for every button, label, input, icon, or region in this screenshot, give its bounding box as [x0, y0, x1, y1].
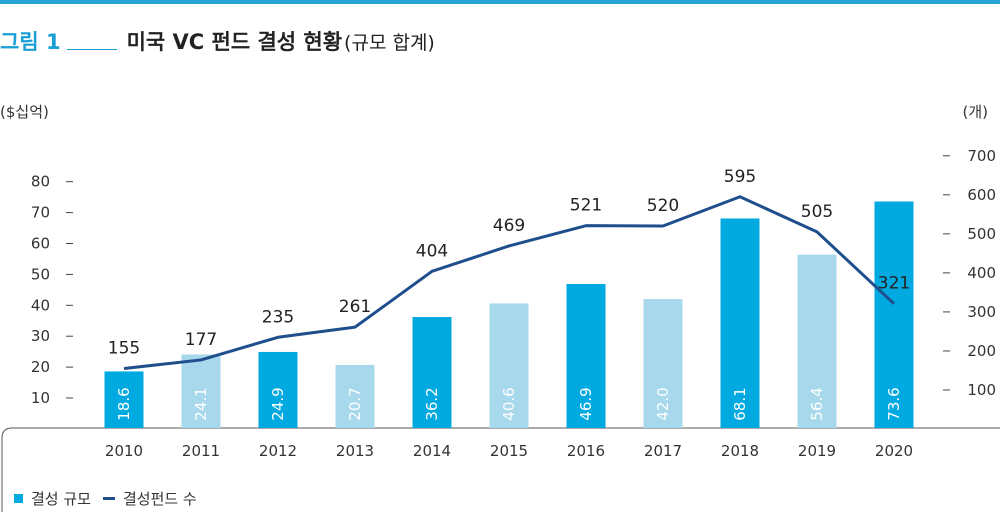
legend-line-label: 결성펀드 수: [122, 489, 197, 508]
figure-underline: [66, 48, 117, 50]
left-tick-label: 20: [31, 358, 50, 376]
left-tick-label: 40: [31, 296, 50, 314]
bar-2014: [412, 317, 452, 428]
right-tick-label: 500: [967, 225, 996, 243]
line-value-label: 235: [262, 307, 294, 327]
bar-value-label: 36.2: [423, 387, 441, 420]
x-tick-label: 2013: [336, 442, 374, 460]
x-tick-label: 2020: [875, 442, 913, 460]
bar-value-label: 56.4: [808, 387, 826, 420]
legend: 결성 규모 결성펀드 수: [14, 487, 197, 509]
right-axis-unit: (개): [962, 103, 988, 121]
bar-value-label: 68.1: [731, 387, 749, 420]
line-value-label: 155: [108, 339, 140, 359]
left-tick-label: 50: [31, 265, 50, 283]
bar-2019: [797, 254, 837, 428]
left-tick-label: 70: [31, 204, 50, 222]
bar-2015: [489, 303, 529, 428]
line-value-label: 520: [647, 196, 679, 216]
left-tick-label: 80: [31, 173, 50, 191]
left-tick-label: 10: [31, 389, 50, 407]
top-rule: [0, 0, 1000, 4]
bar-value-label: 20.7: [346, 387, 364, 420]
bar-value-label: 24.9: [269, 387, 287, 420]
figure-header: 그림 1 미국 VC 펀드 결성 현황 (규모 합계): [0, 26, 435, 56]
chart-title: 미국 VC 펀드 결성 현황: [126, 30, 343, 54]
line-value-label: 177: [185, 330, 217, 350]
bar-2013: [335, 364, 375, 428]
chart-baseline: [1, 427, 1000, 512]
line-value-label: 404: [416, 241, 448, 261]
legend-bar-swatch: [14, 493, 23, 503]
legend-bar-label: 결성 규모: [31, 489, 91, 508]
bar-value-label: 46.9: [577, 387, 595, 420]
bar-2020: [874, 201, 914, 428]
line-value-label: 469: [493, 216, 525, 236]
right-tick-label: 300: [967, 303, 996, 321]
bar-value-label: 42.0: [654, 387, 672, 420]
left-tick-label: 30: [31, 327, 50, 345]
right-tick-label: 400: [967, 264, 996, 282]
bar-value-label: 73.6: [885, 387, 903, 420]
line-value-label: 595: [724, 167, 756, 187]
bar-2011: [181, 354, 221, 428]
x-tick-label: 2014: [413, 442, 451, 460]
x-tick-label: 2016: [567, 442, 605, 460]
bar-2010: [104, 371, 144, 428]
x-tick-label: 2010: [105, 442, 143, 460]
right-tick-label: 700: [967, 147, 996, 165]
bar-2018: [720, 218, 760, 428]
figure-number: 그림 1: [0, 30, 61, 54]
right-tick-label: 200: [967, 342, 996, 360]
bar-2017: [643, 299, 683, 428]
bar-2012: [258, 351, 298, 428]
x-tick-label: 2017: [644, 442, 682, 460]
fund-count-line: [123, 195, 896, 371]
left-tick-label: 60: [31, 235, 50, 253]
chart-subtitle: (규모 합계): [344, 31, 435, 54]
bar-value-label: 18.6: [115, 387, 133, 420]
legend-line-swatch: [102, 496, 115, 500]
bar-2016: [566, 283, 606, 428]
bar-value-label: 40.6: [500, 387, 518, 420]
x-tick-label: 2011: [182, 442, 220, 460]
line-value-label: 505: [801, 202, 833, 222]
x-tick-label: 2015: [490, 442, 528, 460]
bar-value-label: 24.1: [192, 387, 210, 420]
right-tick-label: 100: [967, 381, 996, 399]
left-axis-unit: ($십억): [0, 103, 49, 121]
x-tick-label: 2019: [798, 442, 836, 460]
x-tick-label: 2012: [259, 442, 297, 460]
x-tick-label: 2018: [721, 442, 759, 460]
line-value-label: 321: [878, 274, 910, 294]
line-value-label: 521: [570, 196, 602, 216]
line-value-label: 261: [339, 297, 371, 317]
right-tick-label: 600: [967, 186, 996, 204]
